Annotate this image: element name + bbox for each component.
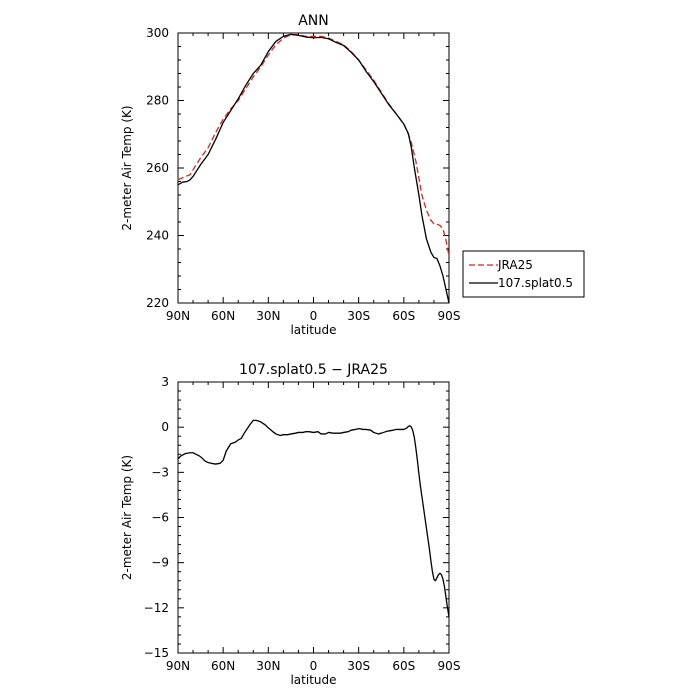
y-tick-label: 0 bbox=[161, 420, 169, 434]
y-tick-label: −15 bbox=[144, 646, 169, 660]
x-tick-label: 30S bbox=[347, 659, 370, 673]
series-line-0 bbox=[177, 419, 450, 617]
x-tick-label: 60S bbox=[392, 309, 415, 323]
legend: JRA25 107.splat0.5 bbox=[462, 250, 585, 298]
series-line-1 bbox=[177, 33, 450, 304]
x-tick-label: 90S bbox=[438, 659, 461, 673]
series-line-0 bbox=[177, 34, 450, 256]
y-tick-label: 280 bbox=[146, 94, 169, 108]
chart-title: ANN bbox=[298, 13, 329, 29]
y-tick-label: 240 bbox=[146, 229, 169, 243]
y-axis-label: 2-meter Air Temp (K) bbox=[120, 455, 134, 580]
x-axis-label: latitude bbox=[290, 323, 336, 337]
legend-entry: 107.splat0.5 bbox=[498, 276, 573, 290]
x-tick-label: 90N bbox=[166, 659, 190, 673]
x-tick-label: 60N bbox=[211, 309, 235, 323]
x-tick-label: 30N bbox=[256, 309, 280, 323]
y-tick-label: 220 bbox=[146, 296, 169, 310]
chart-bottom: 90N 60N 30N 0 30S 60S 90S −15 −12 −9 −6 −3 0 3 107.spl… bbox=[120, 362, 460, 687]
y-axis-label: 2-meter Air Temp (K) bbox=[120, 105, 134, 230]
y-tick-label: 3 bbox=[161, 375, 169, 389]
x-tick-label: 30N bbox=[256, 659, 280, 673]
plot-frame bbox=[177, 32, 450, 304]
y-tick-label: 300 bbox=[146, 26, 169, 40]
x-tick-label: 0 bbox=[310, 659, 318, 673]
chart-title: 107.splat0.5 − JRA25 bbox=[239, 362, 388, 378]
chart-top: 90N 60N 30N 0 30S 60S 90S 220 240 260 280 300 ANN lat… bbox=[120, 13, 460, 337]
x-tick-label: 60S bbox=[392, 659, 415, 673]
y-tick-label: −12 bbox=[144, 601, 169, 615]
x-axis-label: latitude bbox=[290, 673, 336, 687]
x-tick-label: 0 bbox=[310, 309, 318, 323]
y-tick-label: −6 bbox=[151, 511, 169, 525]
x-tick-label: 60N bbox=[211, 659, 235, 673]
x-tick-label: 30S bbox=[347, 309, 370, 323]
plot-frame bbox=[177, 381, 450, 654]
legend-box bbox=[462, 250, 585, 298]
x-tick-label: 90S bbox=[438, 309, 461, 323]
y-tick-label: 260 bbox=[146, 161, 169, 175]
y-tick-label: −9 bbox=[151, 556, 169, 570]
x-tick-label: 90N bbox=[166, 309, 190, 323]
y-tick-label: −3 bbox=[151, 465, 169, 479]
legend-entry: JRA25 bbox=[497, 258, 533, 272]
